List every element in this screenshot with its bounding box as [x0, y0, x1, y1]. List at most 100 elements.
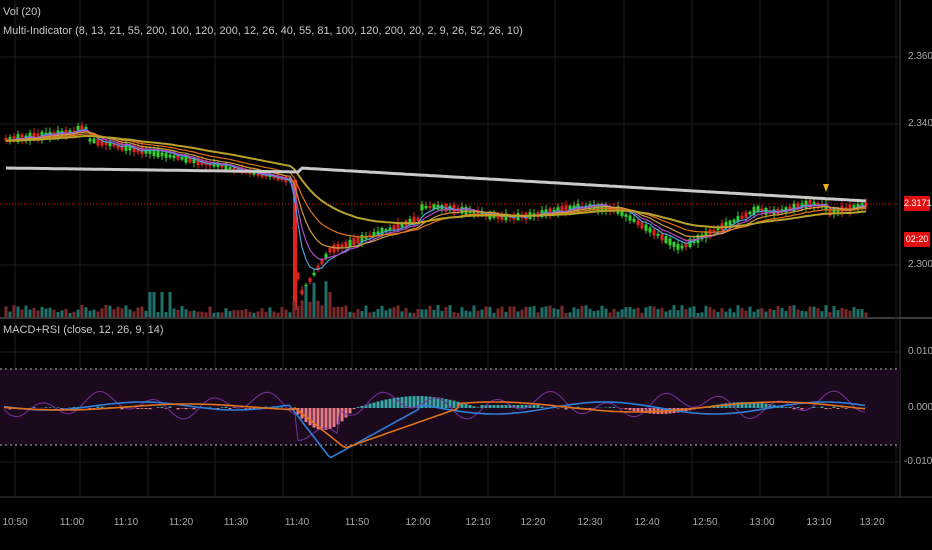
candle-body	[364, 235, 368, 239]
volume-bar	[664, 311, 668, 317]
candle-body	[620, 210, 624, 216]
macd-histogram-bar	[608, 407, 612, 408]
price-tick: 2.3600	[908, 51, 932, 62]
volume-bar	[52, 309, 56, 317]
volume-bar	[232, 309, 236, 317]
macd-histogram-bar	[224, 406, 228, 408]
volume-bar	[776, 306, 780, 317]
volume-bar	[720, 308, 724, 317]
volume-bar	[344, 305, 348, 317]
volume-bar	[360, 310, 364, 317]
macd-histogram-bar	[512, 405, 516, 408]
candle-body	[344, 241, 348, 247]
macd-histogram-bar	[332, 408, 336, 428]
macd-histogram-bar	[756, 402, 760, 408]
macd-histogram-bar	[364, 404, 368, 408]
volume-bar	[624, 307, 628, 317]
volume-bar	[184, 309, 188, 317]
macd-histogram-bar	[8, 408, 12, 410]
macd-histogram-bar	[576, 406, 580, 408]
macd-histogram-bar	[164, 408, 168, 409]
macd-histogram-bar	[736, 402, 740, 408]
volume-bar	[648, 306, 652, 317]
candle-body	[36, 133, 40, 139]
macd-histogram-bar	[120, 408, 124, 410]
candle-body	[172, 155, 176, 159]
candle-body	[192, 158, 196, 164]
candle-body	[24, 135, 28, 139]
volume-bar	[84, 307, 88, 317]
volume-bar	[492, 312, 496, 317]
macd-histogram-bar	[88, 408, 92, 409]
candle-body	[324, 253, 328, 259]
volume-bar	[564, 312, 568, 317]
candle-body	[88, 138, 92, 142]
candle-body	[680, 245, 684, 249]
volume-bar	[608, 312, 612, 317]
volume-bar	[112, 309, 116, 317]
volume-bar	[636, 307, 640, 317]
macd-histogram-bar	[424, 396, 428, 408]
volume-bar	[108, 305, 112, 317]
volume-bar	[376, 309, 380, 317]
volume-bar	[536, 312, 540, 317]
volume-bar	[708, 307, 712, 317]
macd-histogram-bar	[416, 396, 420, 408]
volume-bar	[144, 310, 148, 317]
candle-body	[92, 138, 96, 144]
candle-body	[168, 154, 172, 158]
macd-histogram-bar	[800, 408, 804, 410]
volume-bar	[188, 311, 192, 317]
volume-bar	[148, 292, 152, 317]
volume-bar	[744, 310, 748, 317]
candle-body	[736, 216, 740, 222]
volume-bar	[328, 291, 332, 317]
volume-bar	[92, 309, 96, 317]
volume-bar	[692, 306, 696, 317]
candle-body	[164, 152, 168, 158]
macd-histogram-bar	[372, 402, 376, 408]
macd-histogram-bar	[748, 402, 752, 408]
candle-body	[852, 205, 856, 210]
candle-body	[72, 130, 76, 134]
volume-bar	[352, 312, 356, 317]
time-tick: 11:30	[223, 517, 249, 528]
volume-bar	[804, 311, 808, 317]
macd-histogram-bar	[44, 407, 48, 408]
volume-bar	[116, 306, 120, 317]
candle-body	[732, 219, 736, 223]
volume-bar	[676, 310, 680, 317]
macd-histogram-bar	[60, 408, 64, 409]
price-tick: 2.3400	[908, 118, 932, 129]
volume-indicator-label[interactable]: Vol (20)	[3, 6, 41, 18]
volume-bar	[656, 309, 660, 317]
macd-rsi-label[interactable]: MACD+RSI (close, 12, 26, 9, 14)	[3, 324, 164, 336]
candle-body	[112, 143, 116, 147]
macd-histogram-bar	[360, 405, 364, 408]
volume-bar	[532, 306, 536, 317]
candle-body	[760, 208, 764, 213]
volume-bar	[640, 312, 644, 317]
candle-body	[293, 180, 297, 310]
candle-body	[652, 229, 656, 236]
candle-body	[568, 205, 572, 212]
volume-bar	[488, 306, 492, 317]
candle-body	[592, 204, 596, 210]
candle-body	[76, 126, 80, 130]
macd-histogram-bar	[136, 408, 140, 409]
macd-histogram-bar	[328, 408, 332, 429]
candle-body	[600, 203, 604, 212]
candle-body	[800, 203, 804, 207]
volume-bar	[48, 307, 52, 317]
candle-body	[196, 157, 200, 166]
macd-histogram-bar	[392, 398, 396, 408]
macd-histogram-bar	[836, 408, 840, 410]
candle-body	[744, 212, 748, 218]
candle-body	[4, 137, 8, 141]
macd-histogram-bar	[476, 407, 480, 408]
candle-body	[228, 166, 232, 170]
macd-histogram-bar	[456, 401, 460, 408]
multi-indicator-label[interactable]: Multi-Indicator (8, 13, 21, 55, 200, 100…	[3, 25, 523, 37]
